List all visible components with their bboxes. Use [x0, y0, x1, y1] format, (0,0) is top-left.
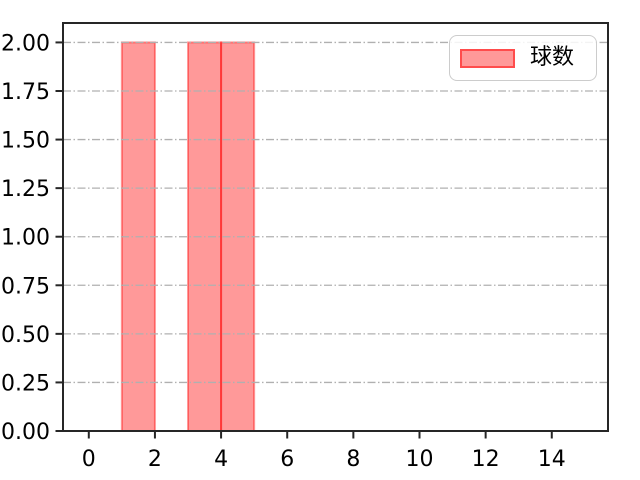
legend-swatch-icon — [460, 48, 515, 68]
y-tick-label: 0.00 — [1, 420, 50, 445]
x-tick-label: 8 — [346, 447, 360, 472]
y-tick-label: 1.00 — [1, 226, 50, 251]
legend-label: 球数 — [530, 45, 575, 70]
y-tick-label: 1.75 — [1, 80, 50, 105]
y-tick-label: 2.00 — [1, 31, 50, 56]
x-tick-label: 2 — [148, 447, 162, 472]
x-tick-label: 6 — [280, 447, 294, 472]
y-tick-label: 1.25 — [1, 177, 50, 202]
axes-frame — [62, 22, 609, 432]
x-tick-label: 4 — [214, 447, 228, 472]
x-tick-label: 14 — [538, 447, 566, 472]
y-tick-label: 0.75 — [1, 274, 50, 299]
y-tick-label: 0.50 — [1, 323, 50, 348]
y-tick-label: 0.25 — [1, 371, 50, 396]
x-tick-label: 10 — [405, 447, 433, 472]
x-tick-label: 0 — [82, 447, 96, 472]
legend: 球数 — [449, 35, 597, 81]
y-tick-label: 1.50 — [1, 129, 50, 154]
x-tick-label: 12 — [472, 447, 500, 472]
